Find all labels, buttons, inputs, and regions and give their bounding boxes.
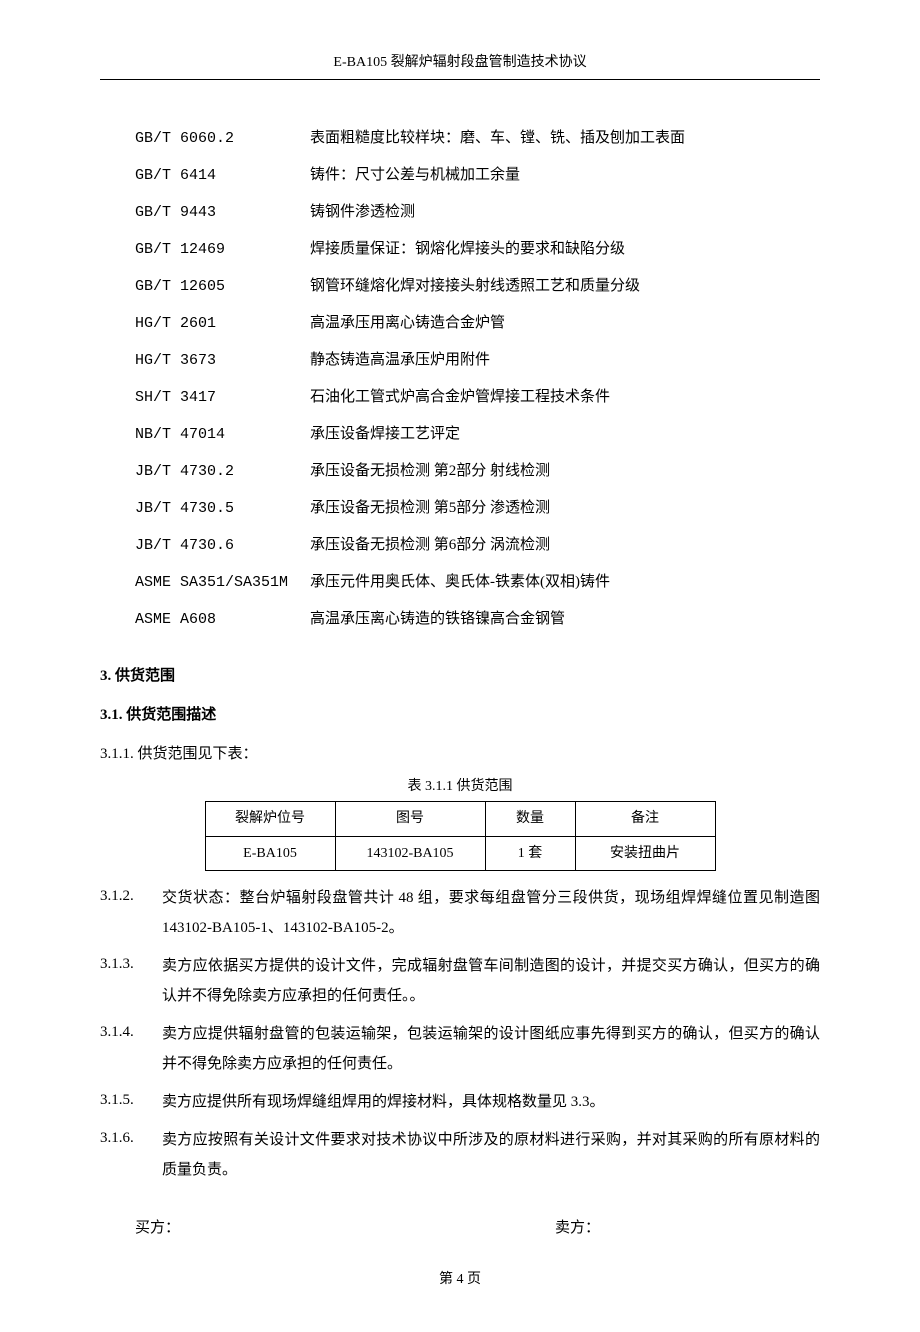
- item-content: 卖方应按照有关设计文件要求对技术协议中所涉及的原材料进行采购，并对其采购的所有原…: [162, 1125, 820, 1185]
- standard-desc: 承压设备无损检测 第2部分 射线检测: [310, 458, 820, 485]
- table-header-cell: 裂解炉位号: [205, 802, 335, 836]
- page-number: 第 4 页: [100, 1267, 820, 1292]
- item-3-1-5: 3.1.5. 卖方应提供所有现场焊缝组焊用的焊接材料，具体规格数量见 3.3。: [100, 1087, 820, 1117]
- item-number: 3.1.6.: [100, 1125, 162, 1185]
- standard-row: HG/T 3673静态铸造高温承压炉用附件: [135, 347, 820, 374]
- standard-desc: 石油化工管式炉高合金炉管焊接工程技术条件: [310, 384, 820, 411]
- table-row: E-BA105143102-BA1051 套安装扭曲片: [205, 836, 715, 870]
- standard-row: GB/T 12469焊接质量保证：钢熔化焊接头的要求和缺陷分级: [135, 236, 820, 263]
- table-header-cell: 图号: [335, 802, 485, 836]
- table-cell: 143102-BA105: [335, 836, 485, 870]
- standard-row: GB/T 6414铸件：尺寸公差与机械加工余量: [135, 162, 820, 189]
- standard-desc: 焊接质量保证：钢熔化焊接头的要求和缺陷分级: [310, 236, 820, 263]
- standard-row: JB/T 4730.5承压设备无损检测 第5部分 渗透检测: [135, 495, 820, 522]
- item-number: 3.1.3.: [100, 951, 162, 1011]
- standard-row: SH/T 3417石油化工管式炉高合金炉管焊接工程技术条件: [135, 384, 820, 411]
- standard-row: GB/T 9443铸钢件渗透检测: [135, 199, 820, 226]
- standard-code: SH/T 3417: [135, 384, 310, 411]
- standard-desc: 高温承压用离心铸造合金炉管: [310, 310, 820, 337]
- standard-desc: 高温承压离心铸造的铁铬镍高合金钢管: [310, 606, 820, 633]
- standard-row: NB/T 47014承压设备焊接工艺评定: [135, 421, 820, 448]
- standard-row: JB/T 4730.2承压设备无损检测 第2部分 射线检测: [135, 458, 820, 485]
- section-3-heading: 3. 供货范围: [100, 663, 820, 690]
- standard-desc: 表面粗糙度比较样块：磨、车、镗、铣、插及刨加工表面: [310, 125, 820, 152]
- item-content: 卖方应提供辐射盘管的包装运输架，包装运输架的设计图纸应事先得到买方的确认，但买方…: [162, 1019, 820, 1079]
- signature-row: 买方： 卖方：: [135, 1215, 820, 1242]
- standard-code: GB/T 9443: [135, 199, 310, 226]
- standard-row: GB/T 6060.2表面粗糙度比较样块：磨、车、镗、铣、插及刨加工表面: [135, 125, 820, 152]
- standard-row: JB/T 4730.6承压设备无损检测 第6部分 涡流检测: [135, 532, 820, 559]
- item-3-1-1: 3.1.1. 供货范围见下表：: [100, 741, 820, 768]
- table-cell: E-BA105: [205, 836, 335, 870]
- item-3-1-2: 3.1.2. 交货状态：整台炉辐射段盘管共计 48 组，要求每组盘管分三段供货，…: [100, 883, 820, 943]
- standard-row: ASME SA351/SA351M承压元件用奥氏体、奥氏体-铁素体(双相)铸件: [135, 569, 820, 596]
- standard-code: ASME A608: [135, 606, 310, 633]
- standard-code: HG/T 2601: [135, 310, 310, 337]
- table-caption: 表 3.1.1 供货范围: [100, 774, 820, 799]
- standard-code: JB/T 4730.6: [135, 532, 310, 559]
- item-3-1-3: 3.1.3. 卖方应依据买方提供的设计文件，完成辐射盘管车间制造图的设计，并提交…: [100, 951, 820, 1011]
- standard-row: GB/T 12605钢管环缝熔化焊对接接头射线透照工艺和质量分级: [135, 273, 820, 300]
- table-cell: 安装扭曲片: [575, 836, 715, 870]
- standard-desc: 铸钢件渗透检测: [310, 199, 820, 226]
- section-3-1-heading: 3.1. 供货范围描述: [100, 702, 820, 729]
- standard-code: NB/T 47014: [135, 421, 310, 448]
- page-header: E-BA105 裂解炉辐射段盘管制造技术协议: [100, 50, 820, 80]
- seller-signature: 卖方：: [555, 1215, 820, 1242]
- standard-code: JB/T 4730.2: [135, 458, 310, 485]
- item-content: 卖方应依据买方提供的设计文件，完成辐射盘管车间制造图的设计，并提交买方确认，但买…: [162, 951, 820, 1011]
- table-cell: 1 套: [485, 836, 575, 870]
- item-number: 3.1.5.: [100, 1087, 162, 1117]
- standard-desc: 静态铸造高温承压炉用附件: [310, 347, 820, 374]
- standard-desc: 承压设备焊接工艺评定: [310, 421, 820, 448]
- header-title: E-BA105 裂解炉辐射段盘管制造技术协议: [333, 55, 586, 70]
- standard-code: ASME SA351/SA351M: [135, 569, 310, 596]
- standard-code: HG/T 3673: [135, 347, 310, 374]
- standard-row: ASME A608高温承压离心铸造的铁铬镍高合金钢管: [135, 606, 820, 633]
- table-header-cell: 数量: [485, 802, 575, 836]
- standard-code: GB/T 12469: [135, 236, 310, 263]
- item-number: 3.1.2.: [100, 883, 162, 943]
- standards-list: GB/T 6060.2表面粗糙度比较样块：磨、车、镗、铣、插及刨加工表面GB/T…: [135, 125, 820, 633]
- item-3-1-6: 3.1.6. 卖方应按照有关设计文件要求对技术协议中所涉及的原材料进行采购，并对…: [100, 1125, 820, 1185]
- standard-desc: 承压设备无损检测 第6部分 涡流检测: [310, 532, 820, 559]
- standard-desc: 铸件：尺寸公差与机械加工余量: [310, 162, 820, 189]
- standard-code: GB/T 6414: [135, 162, 310, 189]
- standard-code: GB/T 12605: [135, 273, 310, 300]
- item-content: 交货状态：整台炉辐射段盘管共计 48 组，要求每组盘管分三段供货，现场组焊焊缝位…: [162, 883, 820, 943]
- standard-desc: 钢管环缝熔化焊对接接头射线透照工艺和质量分级: [310, 273, 820, 300]
- standard-desc: 承压设备无损检测 第5部分 渗透检测: [310, 495, 820, 522]
- item-content: 卖方应提供所有现场焊缝组焊用的焊接材料，具体规格数量见 3.3。: [162, 1087, 820, 1117]
- supply-table: 裂解炉位号图号数量备注 E-BA105143102-BA1051 套安装扭曲片: [205, 801, 716, 870]
- table-header-cell: 备注: [575, 802, 715, 836]
- item-number: 3.1.4.: [100, 1019, 162, 1079]
- table-body: E-BA105143102-BA1051 套安装扭曲片: [205, 836, 715, 870]
- standard-code: JB/T 4730.5: [135, 495, 310, 522]
- item-3-1-4: 3.1.4. 卖方应提供辐射盘管的包装运输架，包装运输架的设计图纸应事先得到买方…: [100, 1019, 820, 1079]
- table-header-row: 裂解炉位号图号数量备注: [205, 802, 715, 836]
- standard-desc: 承压元件用奥氏体、奥氏体-铁素体(双相)铸件: [310, 569, 820, 596]
- standard-row: HG/T 2601高温承压用离心铸造合金炉管: [135, 310, 820, 337]
- standard-code: GB/T 6060.2: [135, 125, 310, 152]
- buyer-signature: 买方：: [135, 1215, 555, 1242]
